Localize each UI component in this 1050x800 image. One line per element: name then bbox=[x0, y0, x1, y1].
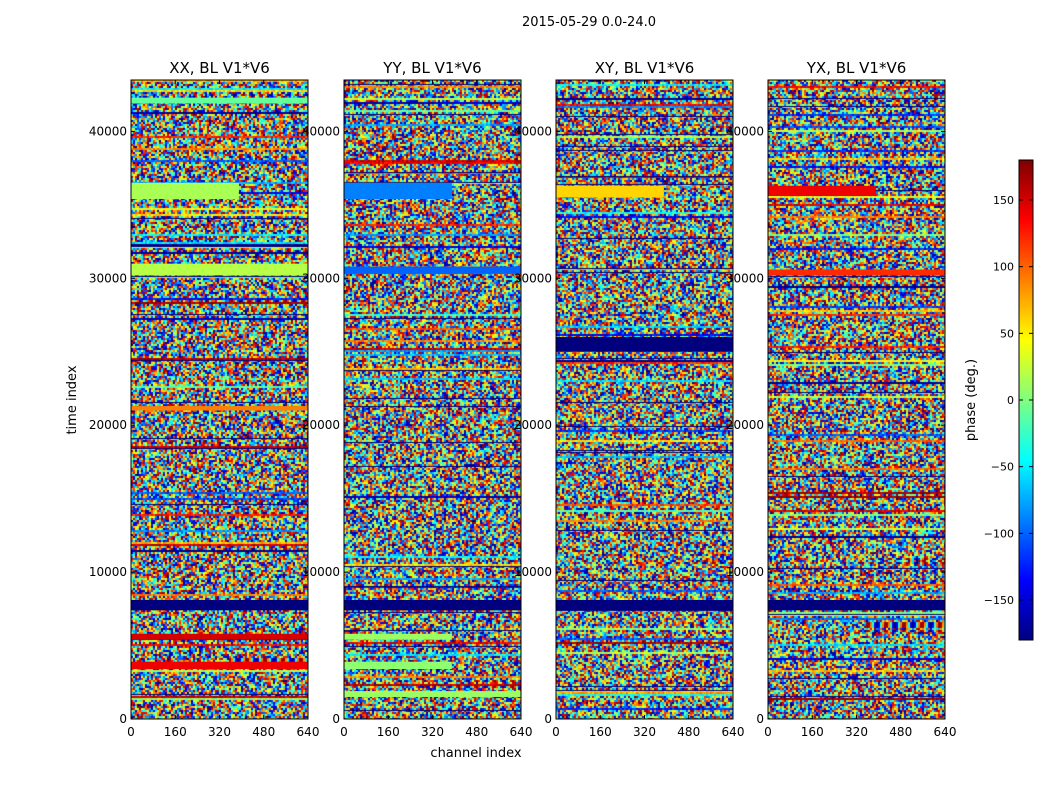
phase-band bbox=[344, 691, 521, 697]
phase-band bbox=[344, 661, 452, 670]
heatmap-raster-2 bbox=[556, 80, 733, 719]
panel-title: YX, BL V1*V6 bbox=[806, 59, 907, 77]
phase-band bbox=[556, 600, 733, 611]
colorbar-tick-label: −100 bbox=[984, 527, 1014, 540]
phase-band bbox=[131, 406, 308, 411]
band-group-2 bbox=[556, 185, 733, 611]
colorbar-tick-label: −50 bbox=[991, 461, 1014, 474]
colorbar-tick-label: 100 bbox=[993, 261, 1014, 274]
y-tick-label: 30000 bbox=[89, 271, 127, 285]
phase-band bbox=[131, 633, 308, 640]
colorbar-tick-label: 0 bbox=[1007, 394, 1014, 407]
heatmap-raster-0 bbox=[131, 80, 308, 719]
band-group-0 bbox=[131, 97, 308, 670]
panel-title: YY, BL V1*V6 bbox=[382, 59, 481, 77]
phase-band bbox=[768, 185, 876, 197]
y-tick-label: 20000 bbox=[514, 418, 552, 432]
y-tick-label: 30000 bbox=[726, 271, 764, 285]
x-tick-label: 320 bbox=[845, 725, 868, 739]
phase-band bbox=[344, 266, 521, 274]
y-tick-label: 40000 bbox=[302, 124, 340, 138]
phase-band bbox=[131, 263, 308, 276]
band-group-1 bbox=[344, 182, 521, 697]
y-tick-label: 20000 bbox=[726, 418, 764, 432]
phase-band bbox=[768, 269, 945, 276]
x-tick-label: 480 bbox=[889, 725, 912, 739]
y-tick-label: 40000 bbox=[726, 124, 764, 138]
y-tick-label: 30000 bbox=[302, 271, 340, 285]
colorbar-tick-label: 50 bbox=[1000, 327, 1014, 340]
band-group-3 bbox=[768, 185, 945, 611]
x-tick-label: 640 bbox=[722, 725, 745, 739]
x-tick-label: 160 bbox=[377, 725, 400, 739]
phase-band bbox=[344, 182, 452, 199]
x-tick-label: 0 bbox=[127, 725, 135, 739]
x-tick-label: 0 bbox=[552, 725, 560, 739]
x-tick-label: 320 bbox=[633, 725, 656, 739]
panel-0: XX, BL V1*V6 0 160 320 480 640 0 10000 20000 3000… bbox=[89, 59, 320, 739]
x-tick-label: 0 bbox=[340, 725, 348, 739]
x-tick-label: 640 bbox=[510, 725, 533, 739]
y-tick-label: 10000 bbox=[89, 565, 127, 579]
figure-suptitle: 2015-05-29 0.0-24.0 bbox=[522, 15, 656, 30]
x-tick-label: 640 bbox=[934, 725, 957, 739]
phase-band bbox=[131, 182, 239, 199]
y-tick-label: 30000 bbox=[514, 271, 552, 285]
phase-band bbox=[344, 633, 452, 640]
colorbar-label: phase (deg.) bbox=[964, 359, 979, 441]
phase-band bbox=[131, 600, 308, 611]
x-tick-label: 160 bbox=[164, 725, 187, 739]
y-tick-label: 0 bbox=[119, 712, 127, 726]
phase-band bbox=[344, 600, 521, 611]
panel-1: YY, BL V1*V6 0 160 320 480 640 0 10000 20000 3000… bbox=[302, 59, 533, 739]
x-axis-label: channel index bbox=[430, 746, 521, 761]
x-tick-label: 0 bbox=[764, 725, 772, 739]
panels: XX, BL V1*V6 0 160 320 480 640 0 10000 20000 3000… bbox=[89, 59, 957, 739]
y-tick-label: 10000 bbox=[726, 565, 764, 579]
x-tick-label: 320 bbox=[421, 725, 444, 739]
x-tick-label: 480 bbox=[677, 725, 700, 739]
phase-band bbox=[131, 661, 308, 670]
y-tick-label: 0 bbox=[332, 712, 340, 726]
phase-band bbox=[768, 600, 945, 611]
x-tick-label: 160 bbox=[589, 725, 612, 739]
y-axis-label: time index bbox=[65, 365, 80, 434]
panel-title: XX, BL V1*V6 bbox=[169, 59, 270, 77]
x-tick-label: 480 bbox=[465, 725, 488, 739]
phase-band bbox=[131, 97, 308, 104]
x-tick-label: 160 bbox=[801, 725, 824, 739]
phase-band bbox=[556, 185, 664, 198]
y-tick-label: 40000 bbox=[89, 124, 127, 138]
colorbar-tick-label: 150 bbox=[993, 194, 1014, 207]
x-tick-label: 480 bbox=[252, 725, 275, 739]
y-tick-label: 10000 bbox=[302, 565, 340, 579]
heatmap-raster-1 bbox=[344, 80, 521, 719]
colorbar: 150 100 50 0 −50 −100 −150 bbox=[984, 159, 1034, 641]
x-tick-label: 640 bbox=[297, 725, 320, 739]
colorbar-tick-label: −150 bbox=[984, 594, 1014, 607]
y-tick-label: 0 bbox=[544, 712, 552, 726]
panel-3: YX, BL V1*V6 0 160 320 480 640 0 10000 20000 3000… bbox=[726, 59, 957, 739]
heatmap-raster-3 bbox=[768, 80, 945, 719]
y-tick-label: 20000 bbox=[302, 418, 340, 432]
panel-title: XY, BL V1*V6 bbox=[595, 59, 695, 77]
x-tick-label: 320 bbox=[208, 725, 231, 739]
y-tick-label: 20000 bbox=[89, 418, 127, 432]
phase-band bbox=[556, 337, 733, 352]
y-tick-label: 40000 bbox=[514, 124, 552, 138]
y-tick-label: 10000 bbox=[514, 565, 552, 579]
panel-2: XY, BL V1*V6 0 160 320 480 640 0 10000 20000 3000… bbox=[514, 59, 745, 739]
y-tick-label: 0 bbox=[756, 712, 764, 726]
